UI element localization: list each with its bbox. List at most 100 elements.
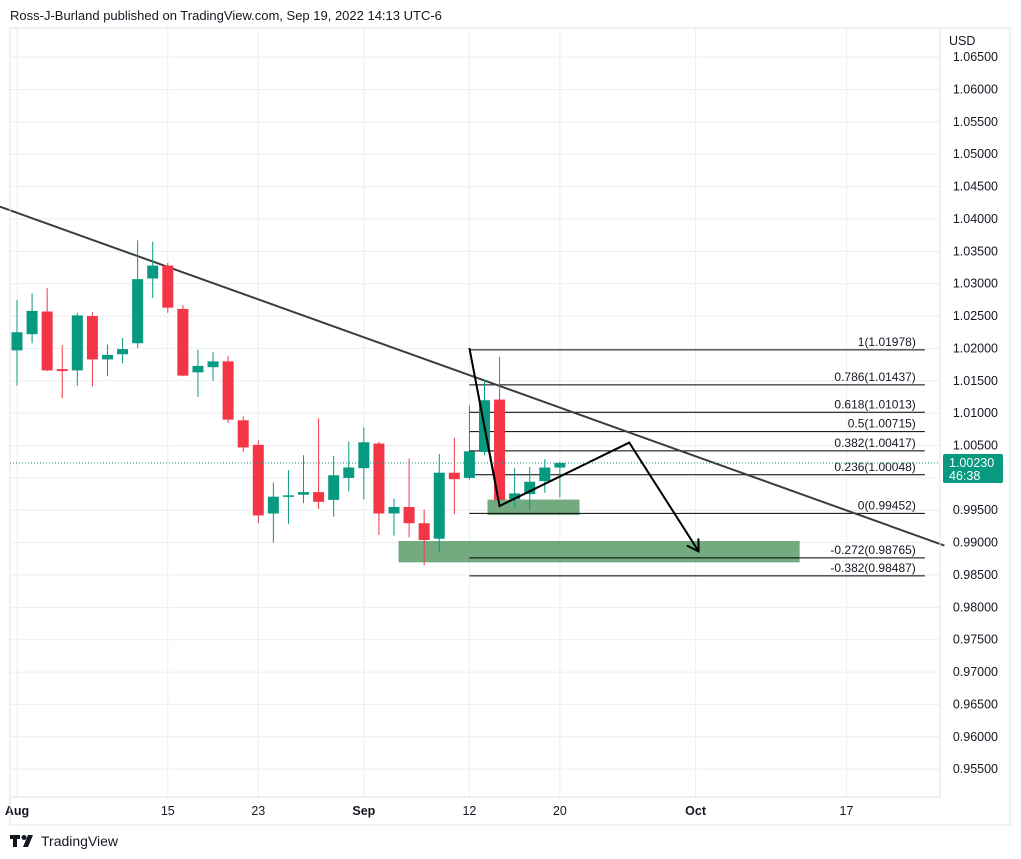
candle-body (26, 310, 38, 335)
projection-wedge-line[interactable] (468, 347, 496, 480)
last-price-badge (943, 453, 1003, 483)
candle-body (101, 354, 113, 360)
y-tick-label: 1.00500 (953, 439, 998, 453)
y-tick-label: 1.06500 (953, 50, 998, 64)
projection-drawing[interactable] (468, 347, 700, 553)
x-tick-label: Aug (5, 804, 29, 818)
candle-bullish (71, 312, 83, 386)
y-tick-label: 1.02000 (953, 341, 998, 355)
candle-bullish (524, 466, 536, 511)
x-tick-label: 20 (553, 804, 567, 818)
candle-body (403, 507, 415, 524)
candle-bullish (132, 240, 144, 348)
fib-level-label: 0.618(1.01013) (834, 397, 915, 411)
x-tick-label: 12 (462, 804, 476, 818)
candle-bullish (509, 468, 521, 508)
candle-bullish (388, 498, 400, 536)
candle-bearish (56, 345, 68, 399)
support-zone-box[interactable] (398, 540, 800, 563)
candle-bullish (539, 459, 551, 493)
projection-arrowhead[interactable] (686, 538, 700, 553)
candle-bullish (147, 241, 159, 298)
candle-body (282, 495, 294, 497)
candle-bullish (267, 482, 279, 543)
y-tick-label: 1.05000 (953, 147, 998, 161)
candle-body (177, 308, 189, 376)
y-tick-label: 1.05500 (953, 115, 998, 129)
candle-body (388, 507, 400, 514)
y-tick-label: 0.98000 (953, 600, 998, 614)
candle-body (267, 496, 279, 514)
x-tick-label: 23 (251, 804, 265, 818)
last-price-value: 1.00230 (949, 456, 994, 470)
candle-bearish (86, 312, 98, 387)
candle-bullish (298, 455, 310, 504)
y-tick-label: 0.97000 (953, 665, 998, 679)
y-tick-label: 0.96500 (953, 697, 998, 711)
publisher-header: Ross-J-Burland published on TradingView.… (10, 8, 442, 23)
currency-label: USD (949, 34, 975, 48)
candle-body (554, 462, 566, 468)
fib-level-label: 0.786(1.01437) (834, 370, 915, 384)
x-tick-label: Sep (352, 804, 375, 818)
candle-body (147, 265, 159, 279)
candle-body (524, 481, 536, 495)
tradingview-logo-text: TradingView (41, 833, 119, 849)
candle-body (463, 451, 475, 478)
candle-bullish (358, 427, 370, 500)
candle-bullish (433, 453, 445, 553)
y-tick-label: 0.96000 (953, 730, 998, 744)
fib-level-label: -0.382(0.98487) (830, 561, 915, 575)
candle-body (358, 442, 370, 469)
trendline-drawing[interactable] (0, 205, 945, 547)
candle-body (328, 475, 340, 500)
candle-bearish (41, 288, 53, 372)
candle-body (162, 265, 174, 308)
candle-bullish (554, 461, 566, 498)
support-zone-box[interactable] (487, 499, 580, 516)
y-tick-label: 1.04000 (953, 212, 998, 226)
x-tick-label: 17 (839, 804, 853, 818)
tradingview-logo[interactable]: TradingView (10, 833, 118, 849)
candle-bullish (26, 293, 38, 344)
candle-bearish (403, 458, 415, 538)
candle-bullish (328, 455, 340, 517)
fibonacci-retracement[interactable]: 1(1.01978) 0.786(1.01437) 0.618(1.01013) 0.… (469, 335, 925, 577)
candle-body (207, 361, 219, 368)
candle-bearish (448, 437, 460, 515)
candle-body (222, 361, 234, 420)
descending-trendline[interactable] (0, 205, 945, 547)
chart-frame (9, 27, 1011, 826)
candle-bullish (463, 405, 475, 480)
candle-bullish (11, 299, 23, 386)
y-tick-label: 0.95500 (953, 762, 998, 776)
x-tick-label: Oct (685, 804, 707, 818)
candle-bearish (494, 356, 506, 500)
fib-level-label: 0.5(1.00715) (848, 417, 916, 431)
candle-body (313, 492, 325, 502)
candle-bearish (313, 418, 325, 509)
candle-body (56, 369, 68, 372)
candle-bearish (252, 440, 264, 524)
y-tick-label: 0.98500 (953, 568, 998, 582)
candle-body (433, 472, 445, 539)
candle-body (298, 492, 310, 495)
candle-body (539, 467, 551, 482)
x-tick-label: 15 (161, 804, 175, 818)
y-tick-label: 1.01000 (953, 406, 998, 420)
candle-bullish (207, 352, 219, 381)
y-tick-label: 0.99000 (953, 536, 998, 550)
candle-bearish (373, 441, 385, 535)
candle-bullish (282, 470, 294, 524)
candle-body (11, 332, 23, 351)
y-tick-label: 1.03000 (953, 277, 998, 291)
candle-bearish (177, 305, 189, 377)
fib-level-label: 0.236(1.00048) (834, 460, 915, 474)
candle-body (86, 316, 98, 360)
y-tick-label: 0.99500 (953, 503, 998, 517)
candle-bearish (222, 356, 234, 423)
candle-body (448, 472, 460, 480)
candle-body (252, 444, 264, 516)
candle-body (132, 279, 144, 344)
